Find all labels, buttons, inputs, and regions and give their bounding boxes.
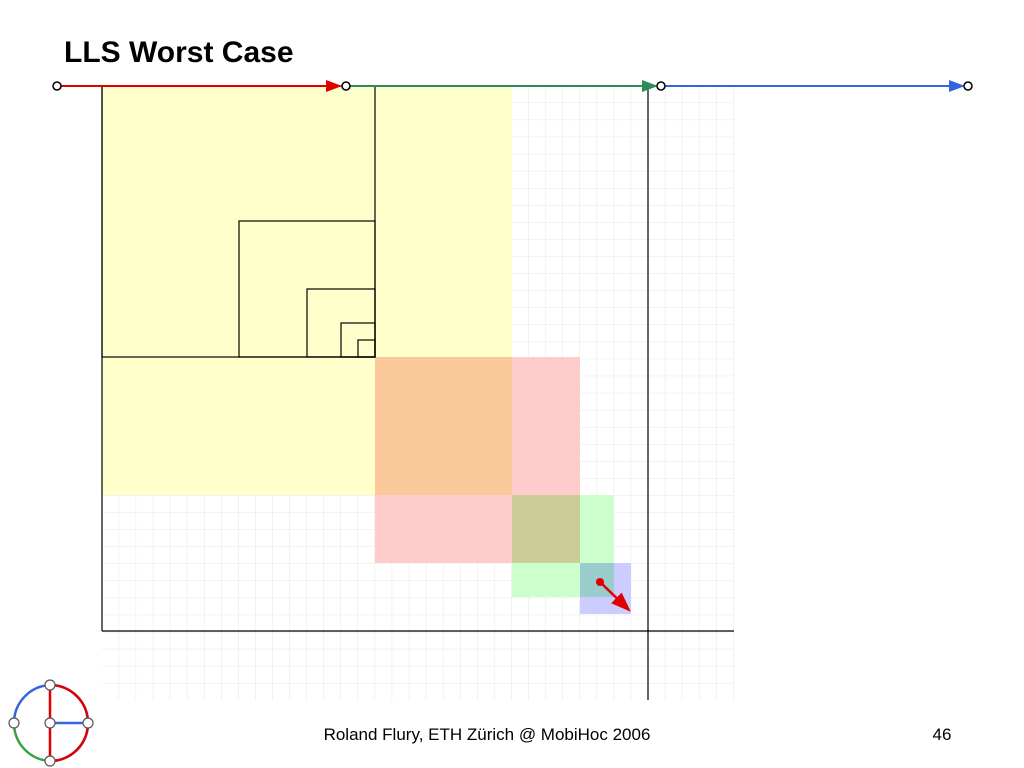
olive-region: [512, 495, 580, 563]
orange-region: [375, 357, 512, 495]
logo: [8, 679, 94, 767]
endpoints: [52, 81, 973, 91]
slide-title: LLS Worst Case: [64, 36, 294, 69]
footer-author: Roland Flury, ETH Zürich @ MobiHoc 2006: [324, 725, 651, 744]
page-number: 46: [933, 725, 952, 744]
diagram: [52, 80, 973, 700]
move-arrow: [599, 581, 631, 612]
